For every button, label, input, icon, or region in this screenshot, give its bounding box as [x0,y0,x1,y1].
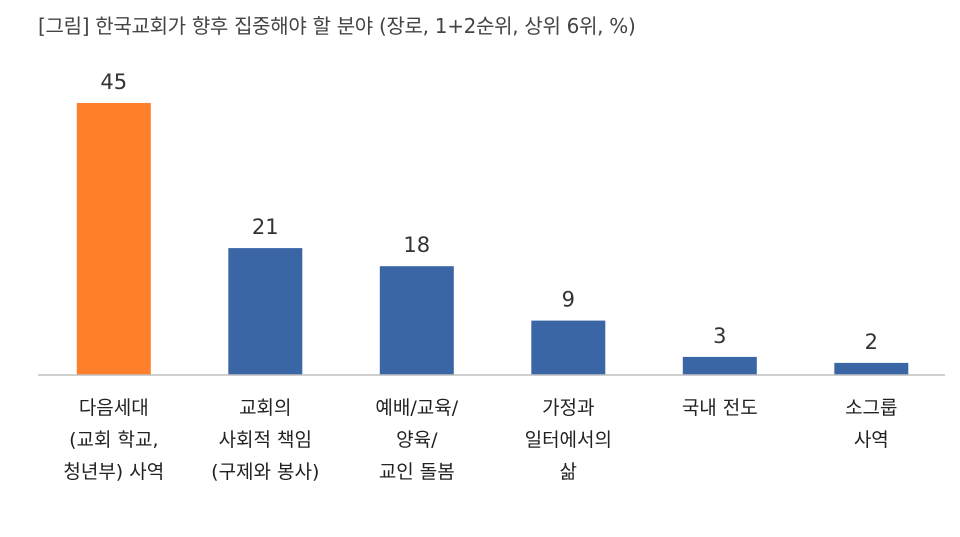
bar-value-label-4: 3 [713,324,726,348]
category-label-line: 가정과 [542,397,595,419]
category-label-line: 청년부) 사역 [63,461,165,483]
bar-0 [76,103,151,375]
bar-value-label-0: 45 [100,70,127,94]
category-label-line: 사역 [853,429,889,451]
category-label-line: 예배/교육/ [375,397,459,419]
category-label-line: 다음세대 [78,397,149,419]
category-label-4: 국내 전도 [635,392,805,424]
category-label-line: 사회적 책임 [218,429,313,451]
bar-value-label-5: 2 [865,330,878,354]
category-label-line: (구제와 봉사) [211,461,320,483]
bar-value-label-3: 9 [562,288,575,312]
bar-value-label-1: 21 [252,215,279,239]
bar-2 [379,266,454,375]
bar-3 [531,320,606,375]
category-label-line: 교회의 [239,397,292,419]
category-label-line: 일터에서의 [524,429,612,451]
bar-5 [834,362,909,375]
category-label-line: 교인 돌봄 [378,461,455,483]
category-label-line: 국내 전도 [681,397,758,419]
chart-title: [그림] 한국교회가 향후 집중해야 할 분야 (장로, 1+2순위, 상위 6… [38,14,636,38]
category-label-line: 양육/ [396,429,438,451]
bar-value-label-2: 18 [403,233,430,257]
category-label-2: 예배/교육/양육/교인 돌봄 [332,392,502,488]
category-label-line: 삶 [559,461,578,483]
category-label-line: 소그룹 [845,397,898,419]
bar-4 [682,356,757,375]
category-label-0: 다음세대 (교회 학교, 청년부) 사역 [29,392,199,488]
category-label-line: (교회 학교, [69,429,159,451]
bar-1 [228,248,303,375]
